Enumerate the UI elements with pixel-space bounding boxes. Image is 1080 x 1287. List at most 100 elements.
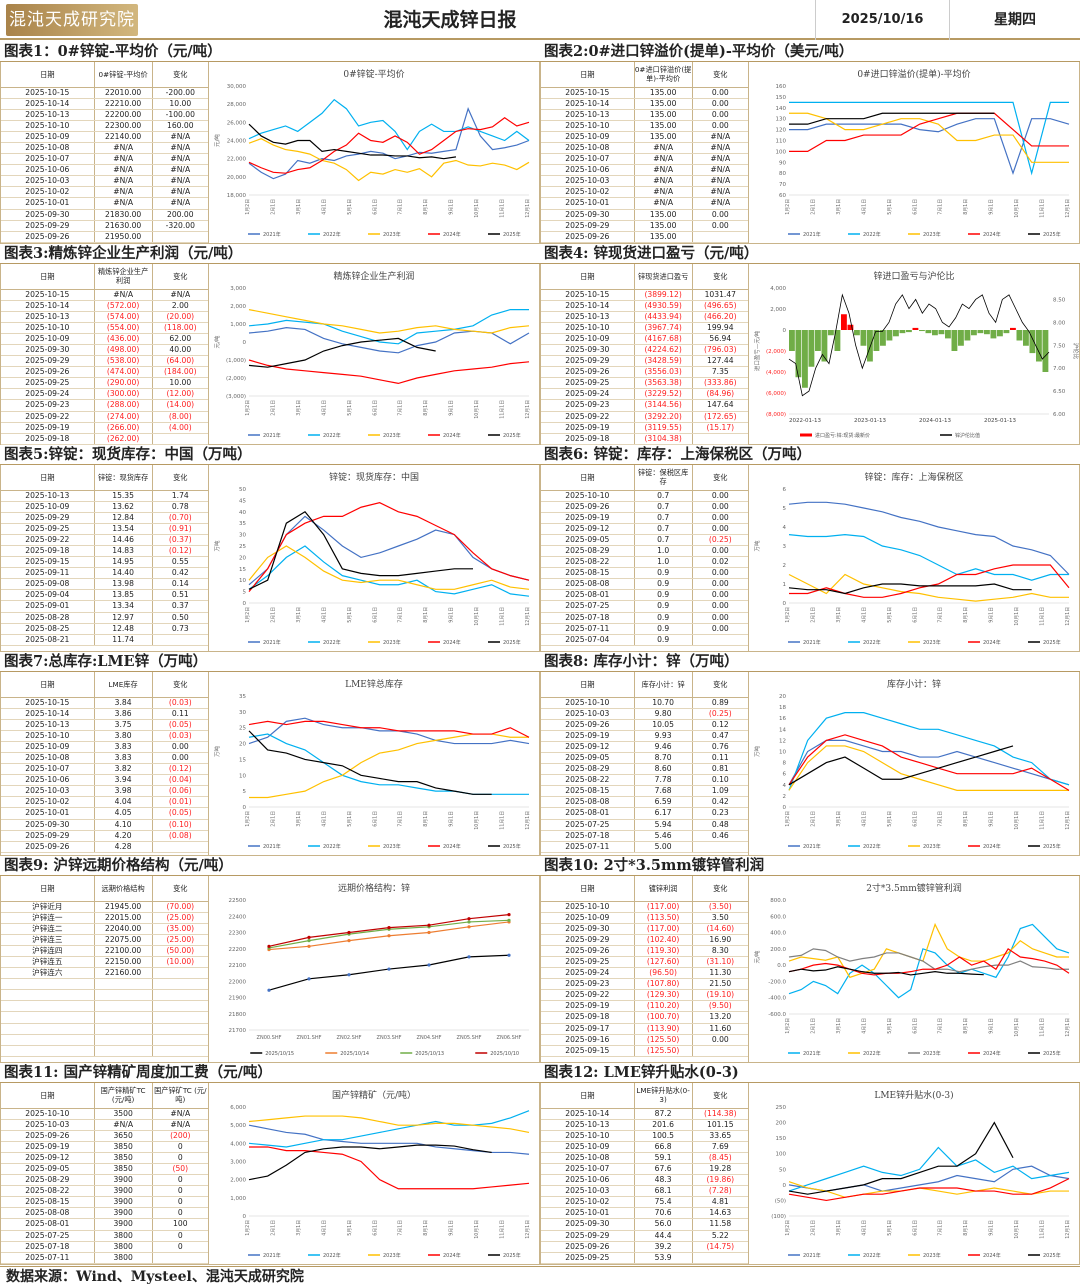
column-header: 日期 [1,465,95,491]
bar [1016,330,1023,341]
value-cell: 0.12 [692,719,748,731]
value-cell: (100.70) [634,1011,693,1024]
chart-svg: 精炼锌企业生产利润 (3,000) (2,000) (1,000) 0 1,000 2,00… [213,270,531,439]
date-cell: 2025-10-13 [1,490,95,502]
value-cell: (300.00) [94,388,153,401]
value-cell: 0.00 [692,501,748,513]
bar [951,330,958,351]
value-cell: (466.20) [692,311,748,323]
value-cell: (3119.55) [634,422,693,434]
value-cell: (7.28) [692,1185,748,1198]
date-cell: 2025-10-07 [1,153,95,166]
y-tick-label: 22,000 [227,157,247,163]
data-point [267,988,271,992]
y-tick-label: 200.0 [770,947,786,953]
table-row [1,1011,208,1024]
y-tick-label: 21700 [229,1028,247,1034]
value-cell: 22150.00 [94,956,153,969]
date-cell: 2025-09-19 [541,512,635,524]
table-row: 2025-10-13 201.6 101.15 [541,1119,748,1131]
legend-label: 2024年 [443,639,461,646]
bar [925,330,932,334]
date-cell: 2025-10-02 [541,1196,635,1209]
x-tick-label: 8月1日 [963,199,969,215]
x-tick-label: 7月1日 [398,400,404,416]
date-cell: 2025-08-08 [541,578,635,591]
value-cell: 4.20 [94,830,153,842]
value-cell: 3800 [94,1252,153,1264]
y-tick-label: 22400 [229,914,247,920]
value-cell: 70.6 [634,1207,693,1220]
date-cell: 2025-10-02 [1,796,95,809]
x-tick-label: 2月1日 [270,607,276,623]
value-cell: 4.05 [94,807,153,820]
legend-label: 2025年 [503,1252,521,1259]
value-cell [692,433,748,445]
date-cell: 2025-10-01 [1,197,95,210]
series-line [248,1115,530,1134]
legend-label: 2025年 [503,843,521,850]
table-row: 2025-09-29 21630.00 -320.00 [1,220,208,232]
series-line [248,117,530,174]
legend-label: 进口盈亏:锌:现货:最新价 [815,432,870,439]
date-cell: 2025-10-07 [541,1163,635,1176]
bar [984,330,990,335]
value-cell: 0.00 [692,220,748,232]
value-cell: (0.37) [152,534,208,546]
series-line [248,502,530,592]
value-cell: #N/A [94,142,153,155]
table-row: 2025-09-04 13.85 0.51 [1,589,208,602]
value-cell: #N/A [692,175,748,188]
date-cell: 2025-09-18 [541,433,635,445]
value-cell: 6.17 [634,807,693,820]
value-cell: #N/A [692,186,748,199]
date-cell: 2025-10-15 [541,87,635,99]
value-cell: (50) [152,1163,208,1176]
chart-title: LME锌升贴水(0-3) [874,1089,953,1101]
date-cell: 2025-09-22 [541,989,635,1002]
date-cell: 2025-08-01 [541,807,635,820]
date-cell: 2025-10-10 [541,120,635,132]
date-cell: 2025-09-23 [541,399,635,412]
table-row: 2025-09-24 (300.00) (12.00) [1,388,208,401]
value-cell: (4930.59) [634,300,693,312]
bar [899,330,906,334]
date-cell: 2025-10-01 [1,807,95,820]
value-cell: 4.81 [692,1196,748,1209]
column-header: 日期 [541,264,635,290]
value-cell: 0.11 [692,752,748,765]
chart-panel: 图表2:0#进口锌溢价(提单)-平均价（美元/吨） 日期 0#进口锌溢价(提单)-平… [540,42,1080,244]
table: 日期 精炼锌企业生产利润 变化 2025-10-15 #N/A #N/A 2025-10-1… [1,264,208,445]
data-point [307,935,311,939]
data-point [467,917,471,921]
table-row: 2025-08-15 7.68 1.09 [541,785,748,798]
value-cell: 0.00 [692,623,748,635]
value-cell: 135.00 [634,98,693,110]
bar [834,330,841,351]
value-cell: (127.60) [634,956,693,969]
chart: 锌锭：现货库存：中国 0 5 10 15 20 25 30 35 40 45 50 万吨 1月2日 2月1日… [209,465,539,651]
date-cell: 2025-09-19 [541,1000,635,1013]
value-cell: 0.00 [692,589,748,602]
y-tick-label: 35 [239,694,246,700]
column-header: 变化 [692,465,748,491]
value-cell: 0.9 [634,567,693,580]
x-tick-label: 5月1日 [887,811,893,827]
x-tick-label: 4月1日 [861,1018,867,1034]
table-row: 2025-10-10 135.00 0.00 [541,120,748,132]
value-cell: 6.59 [634,796,693,809]
chart: 精炼锌企业生产利润 (3,000) (2,000) (1,000) 0 1,000 2,00… [209,264,539,444]
table-row: 2025-09-23 (288.00) (14.00) [1,399,208,412]
value-cell: (117.00) [634,901,693,913]
value-cell: (125.50) [634,1034,693,1046]
value-cell: 0.37 [152,600,208,613]
y-tick-label: 80 [779,171,786,177]
value-cell [152,841,208,853]
column-header: 精炼锌企业生产利润 [94,264,153,290]
y-tick-label: 2,000 [770,307,786,313]
chart: 国产锌精矿（元/吨） 0 1,000 2,000 3,000 4,000 5,000 6,00… [209,1083,539,1264]
value-cell: 0.00 [692,512,748,524]
value-cell: 22140.00 [94,131,153,143]
x-tick-label: 11月1日 [1040,607,1046,626]
column-header: 日期 [1,62,95,88]
